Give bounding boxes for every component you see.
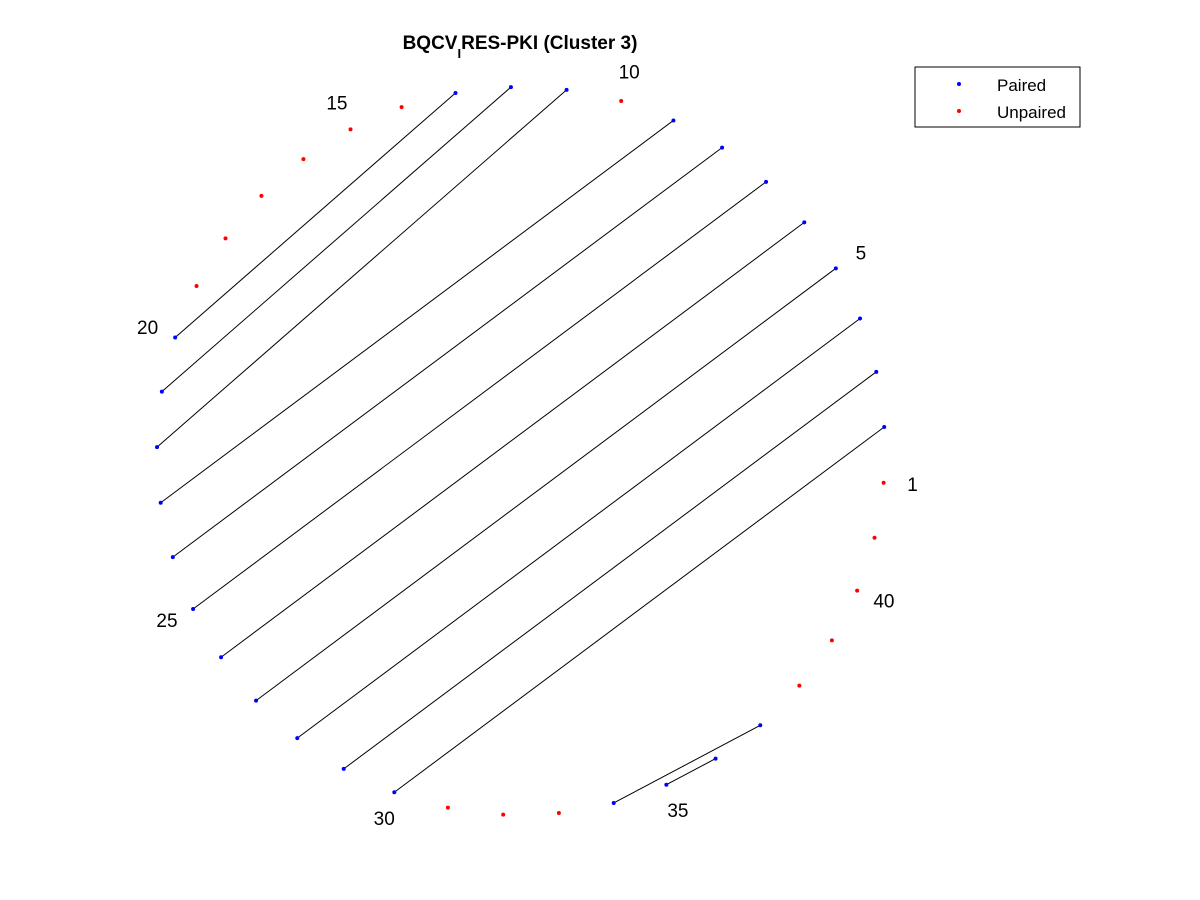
pair-line-34-37 <box>613 724 761 804</box>
paired-node-5 <box>833 266 838 271</box>
pair-line-2-30 <box>394 426 885 793</box>
paired-node-24 <box>170 555 175 560</box>
unpaired-node-1 <box>881 480 886 485</box>
unpaired-node-18 <box>223 236 228 241</box>
paired-node-30 <box>392 790 397 795</box>
unpaired-node-15 <box>348 127 353 132</box>
paired-node-37 <box>758 723 763 728</box>
node-label-35: 35 <box>667 801 688 822</box>
legend: Paired Unpaired <box>914 66 1081 128</box>
paired-node-3 <box>874 369 879 374</box>
unpaired-node-14 <box>399 105 404 110</box>
legend-label-unpaired: Unpaired <box>997 103 1066 122</box>
legend-marker-unpaired <box>957 109 961 113</box>
legend-label-paired: Paired <box>997 76 1046 95</box>
unpaired-node-10 <box>619 99 624 104</box>
chart-title-subscript: I <box>457 46 461 61</box>
node-label-1: 1 <box>907 475 918 496</box>
unpaired-node-17 <box>259 193 264 198</box>
nodes <box>155 85 887 817</box>
paired-node-21 <box>159 389 164 394</box>
pair-line-8-24 <box>172 147 723 558</box>
paired-node-23 <box>158 500 163 505</box>
pair-line-6-26 <box>220 222 805 658</box>
pair-line-13-20 <box>174 92 456 338</box>
pair-line-9-23 <box>160 120 674 504</box>
pair-line-35-36 <box>666 758 716 786</box>
paired-node-12 <box>508 85 513 90</box>
paired-node-22 <box>155 445 160 450</box>
unpaired-node-41 <box>872 535 877 540</box>
unpaired-node-39 <box>829 638 834 643</box>
unpaired-node-32 <box>501 812 506 817</box>
unpaired-node-40 <box>855 588 860 593</box>
node-label-25: 25 <box>156 611 177 632</box>
paired-node-8 <box>720 145 725 150</box>
node-label-5: 5 <box>856 243 867 264</box>
paired-node-28 <box>295 736 300 741</box>
node-label-30: 30 <box>374 809 395 830</box>
pair-line-5-27 <box>255 267 837 702</box>
paired-node-26 <box>219 655 224 660</box>
node-label-15: 15 <box>326 93 347 114</box>
paired-node-35 <box>664 782 669 787</box>
pair-line-7-25 <box>192 181 767 610</box>
legend-marker-paired <box>957 82 961 86</box>
pair-line-11-22 <box>156 89 567 448</box>
chart-title-main: BQCV <box>403 33 458 54</box>
node-label-40: 40 <box>873 591 894 612</box>
chart-title: BQCVIRES-PKI (Cluster 3) <box>403 33 638 61</box>
unpaired-node-31 <box>445 805 450 810</box>
legend-box <box>914 66 1081 128</box>
paired-node-13 <box>453 90 458 95</box>
unpaired-node-33 <box>556 811 561 816</box>
chart-title-rest: RES-PKI (Cluster 3) <box>461 33 637 54</box>
node-label-10: 10 <box>619 63 640 84</box>
paired-node-29 <box>341 766 346 771</box>
paired-node-11 <box>564 87 569 92</box>
unpaired-node-38 <box>797 683 802 688</box>
paired-node-27 <box>254 698 259 703</box>
paired-node-36 <box>713 756 718 761</box>
paired-node-25 <box>191 607 196 612</box>
pair-lines <box>156 86 885 804</box>
node-label-20: 20 <box>137 318 158 339</box>
paired-node-9 <box>671 118 676 123</box>
pair-line-12-21 <box>161 86 512 392</box>
paired-node-7 <box>764 179 769 184</box>
unpaired-node-19 <box>194 284 199 289</box>
paired-node-2 <box>882 425 887 429</box>
pair-line-4-28 <box>296 318 861 739</box>
paired-node-4 <box>858 316 863 321</box>
unpaired-node-16 <box>301 157 306 162</box>
paired-node-34 <box>611 800 616 805</box>
pair-line-3-29 <box>343 371 877 770</box>
paired-node-20 <box>173 335 178 340</box>
paired-node-6 <box>802 220 807 225</box>
